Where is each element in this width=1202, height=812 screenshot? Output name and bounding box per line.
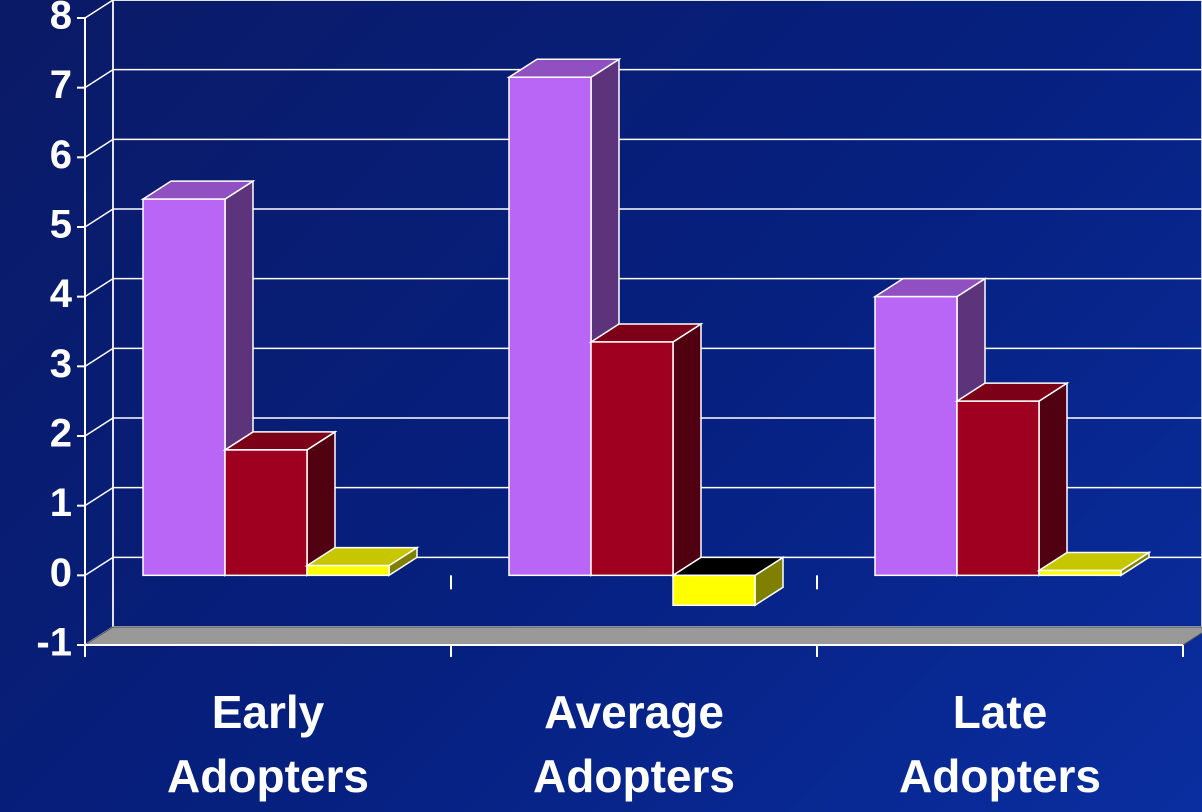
y-tick-label: -1 [36,621,72,665]
floor [83,626,1202,646]
grid-line [84,347,114,367]
bar [874,295,958,577]
bar-side [1038,381,1068,577]
grid-line [84,278,114,298]
bar [306,564,390,577]
bar [508,76,592,577]
bar [672,574,756,607]
grid-line [84,69,114,89]
y-tick-label: 4 [50,272,73,316]
grid-line [84,0,114,19]
y-tick-label: 8 [50,0,72,38]
bar [142,198,226,577]
x-tick-label: Late Adopters [899,686,1101,802]
y-tick-label: 7 [50,63,72,107]
bar [1038,569,1122,577]
y-tick-label: 1 [50,481,72,525]
grid-line [84,487,114,507]
bar-side [672,322,702,577]
y-tick-label: 3 [50,342,72,386]
x-tick-label: Early Adopters [167,686,369,802]
bar [956,400,1040,577]
x-tick-label: Average Adopters [533,686,735,802]
y-tick-label: 5 [50,203,72,247]
grid-line [84,138,114,158]
bar [224,449,308,577]
y-tick-label: 2 [50,412,72,456]
grid-line [84,556,114,576]
y-tick-label: 6 [50,133,72,177]
grid-line [84,208,114,228]
y-tick-label: 0 [50,551,72,595]
bar [590,341,674,577]
grid-line [84,417,114,437]
